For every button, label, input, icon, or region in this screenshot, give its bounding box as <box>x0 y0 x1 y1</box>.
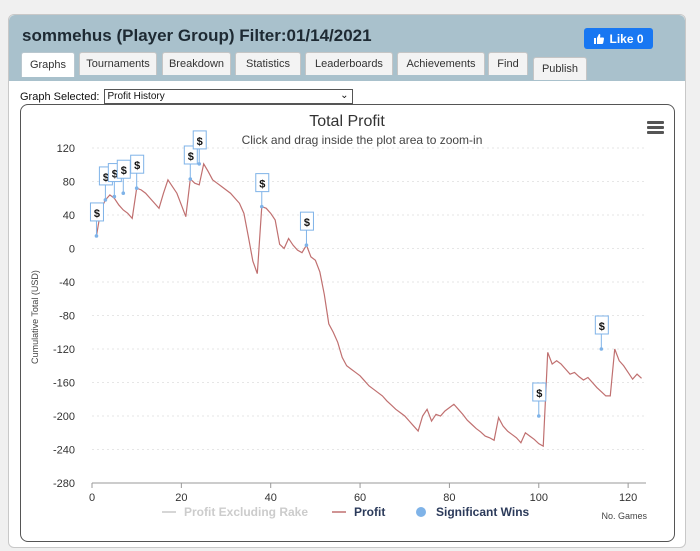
x-axis-label: No. Games <box>601 511 647 521</box>
tab-leaderboards[interactable]: Leaderboards <box>305 52 393 75</box>
significant-win-point <box>259 204 264 209</box>
dollar-icon: $ <box>112 169 118 181</box>
x-tick-label: 60 <box>354 492 366 504</box>
dollar-icon: $ <box>536 388 542 400</box>
significant-win-flag <box>299 211 314 231</box>
significant-win-point <box>599 347 604 351</box>
significant-win-flag <box>183 145 198 165</box>
significant-win-flag <box>89 202 104 222</box>
player-group-panel: sommehus (Player Group) Filter:01/14/202… <box>8 14 686 548</box>
significant-win-flag <box>192 130 207 150</box>
chart-title: Total Profit <box>309 113 385 130</box>
graph-select-label: Graph Selected: <box>20 90 100 103</box>
dollar-icon: $ <box>599 321 605 333</box>
tab-graphs[interactable]: Graphs <box>21 52 75 77</box>
legend-item: Profit Excluding Rake <box>184 505 308 519</box>
significant-win-point <box>103 198 108 202</box>
x-tick-label: 100 <box>530 492 548 504</box>
dollar-icon: $ <box>259 179 265 191</box>
significant-win-flag <box>532 382 547 402</box>
like-label: Like 0 <box>609 31 644 46</box>
x-tick-label: 120 <box>619 492 637 504</box>
chart-subtitle: Click and drag inside the plot area to z… <box>242 133 483 147</box>
significant-win-point <box>197 162 202 166</box>
y-tick-label: -160 <box>53 378 75 390</box>
profit-series-line <box>95 162 642 448</box>
dollar-icon: $ <box>188 151 194 163</box>
x-tick-label: 20 <box>175 492 187 504</box>
x-tick-label: 0 <box>89 492 95 504</box>
page-title: sommehus (Player Group) Filter:01/14/202… <box>22 26 372 45</box>
profit-chart[interactable]: 120 80 40 0 -40 -80 -120 -160 -200 -240 -280 0 20 40 6… <box>21 105 674 541</box>
significant-win-flag <box>594 315 609 335</box>
tab-statistics[interactable]: Statistics <box>235 52 301 75</box>
y-tick-label: -280 <box>53 478 75 490</box>
graph-select-value: Profit History <box>107 91 165 102</box>
y-tick-label: -40 <box>59 277 75 289</box>
dollar-icon: $ <box>304 217 310 229</box>
x-tick-label: 40 <box>265 492 277 504</box>
legend-swatch <box>416 507 426 517</box>
graph-select-dropdown[interactable]: Profit History ⌄ <box>103 89 353 104</box>
tab-tournaments[interactable]: Tournaments <box>79 52 157 75</box>
chart-container[interactable]: 120 80 40 0 -40 -80 -120 -160 -200 -240 -280 0 20 40 6… <box>20 104 675 542</box>
tab-achievements[interactable]: Achievements <box>397 52 485 75</box>
y-tick-label: -200 <box>53 411 75 423</box>
significant-win-point <box>94 234 99 238</box>
tab-breakdown[interactable]: Breakdown <box>162 52 231 75</box>
x-tick-label: 80 <box>443 492 455 504</box>
dollar-icon: $ <box>134 160 140 172</box>
dollar-icon: $ <box>103 172 109 184</box>
chart-menu-icon[interactable] <box>647 121 664 135</box>
significant-win-point <box>134 186 139 190</box>
panel-header: sommehus (Player Group) Filter:01/14/202… <box>9 15 685 81</box>
significant-win-point <box>304 243 309 247</box>
y-tick-label: 120 <box>57 143 75 155</box>
significant-win-flag <box>255 173 270 193</box>
y-axis-label: Cumulative Total (USD) <box>30 270 40 364</box>
dollar-icon: $ <box>197 136 203 148</box>
legend-item: Significant Wins <box>436 505 530 519</box>
significant-win-point <box>121 191 126 196</box>
y-tick-label: -120 <box>53 344 75 356</box>
significant-win-point <box>536 414 541 418</box>
significant-win-point <box>112 194 117 199</box>
facebook-like-button[interactable]: Like 0 <box>584 28 653 49</box>
y-tick-label: 80 <box>63 177 75 189</box>
y-tick-label: -80 <box>59 311 75 323</box>
y-tick-label: 0 <box>69 244 75 256</box>
y-tick-label: 40 <box>63 210 75 222</box>
y-tick-label: -240 <box>53 445 75 457</box>
chevron-down-icon: ⌄ <box>340 90 349 101</box>
dollar-icon: $ <box>94 208 100 220</box>
graph-select-row: Graph Selected: Profit History ⌄ <box>20 89 353 104</box>
tab-find[interactable]: Find <box>488 52 528 75</box>
dollar-icon: $ <box>121 165 127 177</box>
thumbs-up-icon <box>594 33 605 44</box>
legend-item: Profit <box>354 505 385 519</box>
significant-win-flag <box>130 154 145 174</box>
significant-win-point <box>188 177 193 181</box>
tab-publish[interactable]: Publish <box>533 57 587 80</box>
